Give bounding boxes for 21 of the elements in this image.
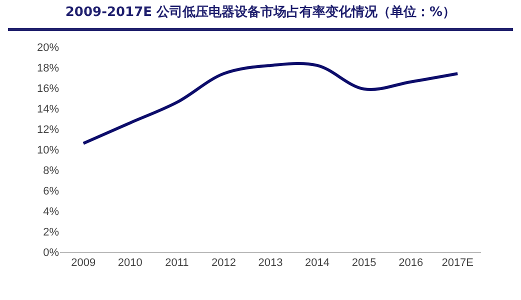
x-tick-label: 2017E — [442, 257, 474, 270]
x-tick-label: 2012 — [211, 257, 236, 270]
y-tick-label: 0% — [43, 246, 60, 259]
y-tick-label: 2% — [43, 226, 60, 238]
y-tick-label: 6% — [43, 185, 60, 198]
x-tick-label: 2011 — [165, 257, 189, 270]
y-tick-label: 12% — [36, 124, 60, 136]
x-tick-label: 2013 — [258, 257, 283, 270]
x-tick-label: 2014 — [305, 257, 330, 270]
y-tick-label: 14% — [36, 103, 60, 116]
y-tick-label: 4% — [43, 206, 60, 218]
x-tick-label: 2009 — [71, 257, 96, 270]
y-tick-label: 16% — [36, 82, 60, 95]
x-tick-label: 2010 — [118, 257, 142, 270]
y-tick-label: 18% — [36, 62, 60, 74]
y-tick-label: 20% — [36, 42, 60, 54]
x-tick-label: 2015 — [352, 257, 376, 270]
x-tick-label: 2016 — [398, 257, 424, 270]
y-tick-label: 10% — [36, 144, 60, 156]
y-tick-label: 8% — [43, 164, 60, 177]
chart-title: 2009-2017E 公司低压电器设备市场占有率变化情况（单位：%） — [64, 4, 457, 22]
